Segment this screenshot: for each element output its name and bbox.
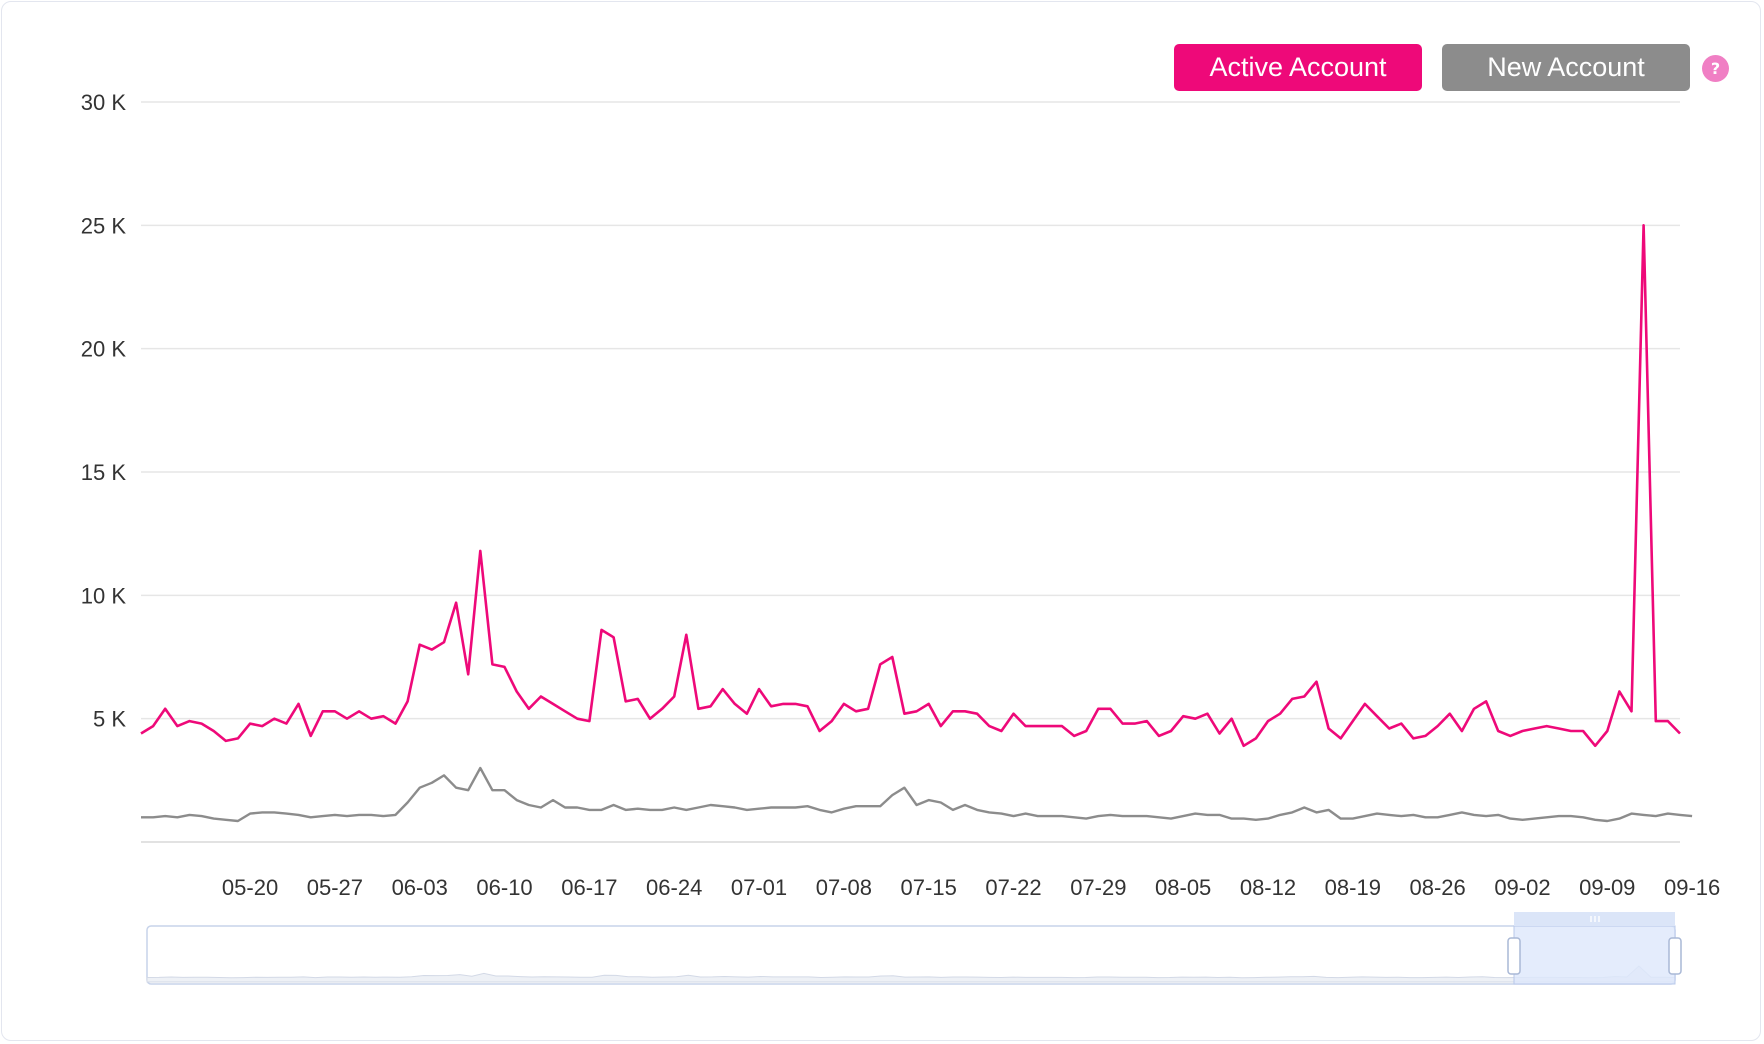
x-tick-label: 07-29	[1070, 875, 1126, 900]
x-tick-label: 08-19	[1325, 875, 1381, 900]
x-tick-label: 06-10	[476, 875, 532, 900]
x-tick-label: 07-01	[731, 875, 787, 900]
legend-toggle-active-account[interactable]: Active Account	[1174, 44, 1422, 91]
zoom-left-handle[interactable]	[1507, 937, 1521, 975]
zoom-selected-window	[1513, 925, 1676, 985]
x-tick-label: 09-02	[1494, 875, 1550, 900]
data-zoom-slider[interactable]	[146, 912, 1682, 985]
y-tick-label: 15 K	[81, 460, 127, 485]
x-tick-label: 08-05	[1155, 875, 1211, 900]
x-tick-label: 09-16	[1664, 875, 1720, 900]
y-tick-label: 30 K	[81, 90, 127, 115]
x-tick-label: 09-09	[1579, 875, 1635, 900]
y-tick-label: 10 K	[81, 583, 127, 608]
zoom-track	[146, 925, 1676, 985]
y-tick-label: 5 K	[93, 707, 126, 732]
zoom-right-handle[interactable]	[1668, 937, 1682, 975]
x-tick-label: 06-03	[392, 875, 448, 900]
x-tick-label: 07-15	[901, 875, 957, 900]
series-line-active-account	[140, 224, 1681, 748]
y-tick-label: 25 K	[81, 213, 127, 238]
x-tick-label: 08-26	[1409, 875, 1465, 900]
x-tick-label: 06-24	[646, 875, 702, 900]
x-tick-label: 05-20	[222, 875, 278, 900]
series-line-new-account	[141, 766, 1693, 823]
x-tick-label: 05-27	[307, 875, 363, 900]
x-tick-label: 06-17	[561, 875, 617, 900]
x-tick-label: 07-08	[816, 875, 872, 900]
question-circle-icon[interactable]: ?	[1702, 55, 1729, 82]
x-tick-label: 08-12	[1240, 875, 1296, 900]
y-tick-label: 20 K	[81, 337, 127, 362]
legend-toggle-new-account[interactable]: New Account	[1442, 44, 1690, 91]
zoom-preview-area	[146, 965, 1676, 983]
x-tick-label: 07-22	[985, 875, 1041, 900]
